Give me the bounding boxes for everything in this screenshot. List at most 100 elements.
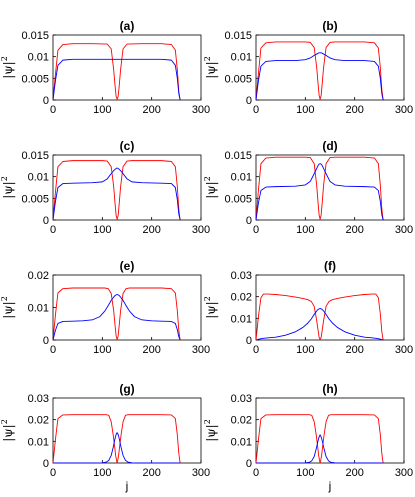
y-tick-label: 0.01 <box>28 303 49 315</box>
y-axis-label: |ψ|2 <box>203 56 218 79</box>
y-tick-label: 0.01 <box>231 313 252 325</box>
y-tick-label: 0 <box>246 215 252 227</box>
x-tick-label: 300 <box>192 344 210 356</box>
x-tick-label: 0 <box>253 467 259 479</box>
y-tick-label: 0.02 <box>28 415 49 427</box>
y-tick-label: 0.015 <box>21 30 49 42</box>
x-tick-label: 100 <box>93 224 111 236</box>
y-axis-label: |ψ|2 <box>203 176 218 199</box>
y-axis-label: |ψ|2 <box>203 419 218 442</box>
y-tick-label: 0.005 <box>21 193 49 205</box>
y-tick-label: 0 <box>43 215 49 227</box>
red-series-line <box>52 160 181 221</box>
panel-title: (b) <box>322 19 337 33</box>
panel-a: 0 100 200 300 0 0.005 0.01 0.015 (a) |ψ|2 <box>0 19 210 116</box>
x-tick-label: 300 <box>395 467 413 479</box>
panel-title: (g) <box>119 382 134 396</box>
axes-box <box>255 397 405 464</box>
y-tick-label: 0 <box>43 335 49 347</box>
x-tick-label: 100 <box>93 467 111 479</box>
x-tick-label: 0 <box>50 104 56 116</box>
y-axis-label: |ψ|2 <box>0 176 15 199</box>
x-axis-label: j <box>125 479 129 493</box>
panel-title: (e) <box>120 259 135 273</box>
panel-title: (f) <box>324 259 336 273</box>
x-tick-label: 100 <box>93 104 111 116</box>
y-tick-label: 0 <box>43 95 49 107</box>
x-tick-label: 0 <box>253 104 259 116</box>
panel-g: 0 100 200 300 0 0.01 0.02 0.03 (g) |ψ|2 j <box>0 382 210 493</box>
blue-series-line <box>255 52 384 101</box>
x-tick-label: 200 <box>142 224 160 236</box>
y-tick-label: 0.005 <box>224 73 252 85</box>
panel-f: 0 100 200 300 0 0.01 0.02 0.03 (f) |ψ|2 <box>203 259 413 356</box>
y-tick-label: 0.03 <box>231 393 252 405</box>
x-tick-label: 100 <box>93 344 111 356</box>
red-series-line <box>255 414 384 464</box>
y-tick-label: 0.015 <box>224 30 252 42</box>
blue-series-line <box>52 294 181 341</box>
x-tick-label: 200 <box>345 224 363 236</box>
axes-box <box>255 34 405 101</box>
y-tick-label: 0.01 <box>231 172 252 184</box>
y-tick-label: 0.005 <box>21 73 49 85</box>
blue-series-line <box>255 308 384 341</box>
y-tick-label: 0.01 <box>28 172 49 184</box>
y-tick-label: 0.01 <box>231 52 252 64</box>
x-tick-label: 300 <box>192 104 210 116</box>
panel-e: 0 100 200 300 0 0.01 0.02 (e) |ψ|2 <box>0 259 210 356</box>
axes-box <box>255 274 405 341</box>
red-series-line <box>52 43 181 101</box>
y-tick-label: 0.01 <box>28 436 49 448</box>
y-axis-label: |ψ|2 <box>0 419 15 442</box>
y-tick-label: 0.01 <box>231 436 252 448</box>
axes-box <box>52 154 202 221</box>
x-tick-label: 0 <box>253 224 259 236</box>
y-tick-label: 0.02 <box>231 415 252 427</box>
x-tick-label: 100 <box>296 104 314 116</box>
x-tick-label: 0 <box>253 344 259 356</box>
blue-series-line <box>255 163 384 221</box>
x-tick-label: 0 <box>50 467 56 479</box>
x-tick-label: 300 <box>192 224 210 236</box>
y-tick-label: 0.005 <box>224 193 252 205</box>
x-tick-label: 200 <box>345 344 363 356</box>
axes-box <box>52 34 202 101</box>
y-tick-label: 0.015 <box>21 150 49 162</box>
panel-title: (c) <box>120 139 135 153</box>
red-series-line <box>255 41 384 101</box>
panel-c: 0 100 200 300 0 0.005 0.01 0.015 (c) |ψ|2 <box>0 139 210 236</box>
x-tick-label: 300 <box>395 344 413 356</box>
y-tick-label: 0.015 <box>224 150 252 162</box>
x-axis-label: j <box>328 479 332 493</box>
x-tick-label: 300 <box>395 224 413 236</box>
x-tick-label: 100 <box>296 224 314 236</box>
panel-title: (h) <box>322 382 337 396</box>
y-tick-label: 0 <box>246 458 252 470</box>
y-tick-label: 0 <box>43 458 49 470</box>
y-tick-label: 0.03 <box>231 270 252 282</box>
red-series-line <box>255 293 384 341</box>
x-tick-label: 200 <box>142 104 160 116</box>
x-tick-label: 300 <box>395 104 413 116</box>
blue-series-line <box>52 167 181 221</box>
y-tick-label: 0 <box>246 335 252 347</box>
panel-h: 0 100 200 300 0 0.01 0.02 0.03 (h) |ψ|2 j <box>203 382 413 493</box>
panel-d: 0 100 200 300 0 0.005 0.01 0.015 (d) |ψ|2 <box>203 139 413 236</box>
y-axis-label: |ψ|2 <box>203 296 218 319</box>
x-tick-label: 100 <box>296 344 314 356</box>
y-tick-label: 0.03 <box>28 393 49 405</box>
x-tick-label: 300 <box>192 467 210 479</box>
y-tick-label: 0.02 <box>28 270 49 282</box>
y-tick-label: 0 <box>246 95 252 107</box>
x-tick-label: 200 <box>345 467 363 479</box>
y-tick-label: 0.01 <box>28 52 49 64</box>
red-series-line <box>255 156 384 221</box>
axes-box <box>255 154 405 221</box>
red-series-line <box>52 414 181 464</box>
x-tick-label: 0 <box>50 224 56 236</box>
x-tick-label: 100 <box>296 467 314 479</box>
x-tick-label: 200 <box>142 344 160 356</box>
axes-box <box>52 397 202 464</box>
